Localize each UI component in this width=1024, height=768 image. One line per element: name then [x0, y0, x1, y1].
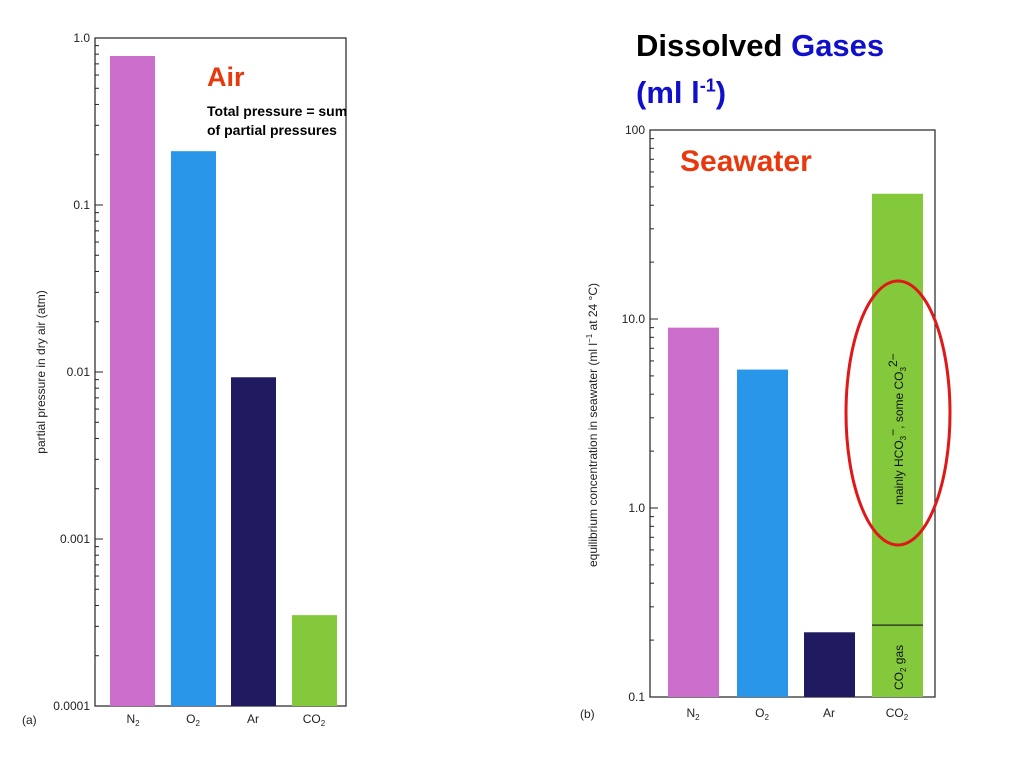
air-subtitle-line2: of partial pressures	[207, 122, 337, 138]
co2-gas-annotation: CO2 gas	[892, 645, 908, 690]
air-y-axis-ticks: 1.0 0.1 0.01 0.001 0.0001	[53, 31, 103, 713]
air-y-axis-label: partial pressure in dry air (atm)	[34, 290, 48, 453]
air-bars	[110, 56, 337, 706]
y-tick-label: 1.0	[73, 31, 90, 45]
bar-n2	[110, 56, 155, 706]
air-x-label-ar: Ar	[247, 712, 259, 726]
seawater-y-axis-label: equilibrium concentration in seawater (m…	[585, 283, 600, 567]
seawater-chart: 100 10.0 1.0 0.1 mainly HCO3−, some CO32− C…	[580, 123, 952, 722]
seawater-x-labels: N2 O2 Ar CO2	[686, 706, 908, 722]
y-tick-label: 0.1	[73, 198, 90, 212]
seawater-x-label-o2: O2	[755, 706, 769, 722]
title-word-dissolved: Dissolved	[636, 28, 783, 63]
slide-title: Dissolved Gases (ml l-1)	[636, 26, 884, 113]
air-label: Air	[207, 62, 245, 92]
bar-n2	[668, 327, 719, 697]
seawater-x-label-n2: N2	[686, 706, 700, 722]
seawater-label: Seawater	[680, 145, 812, 178]
air-x-label-n2: N2	[126, 712, 140, 728]
y-tick-label: 1.0	[628, 501, 645, 515]
y-tick-label: 0.01	[67, 365, 91, 379]
y-tick-label: 10.0	[622, 312, 646, 326]
annotation-ellipse	[844, 279, 952, 547]
title-unit: (ml l-1)	[636, 75, 727, 111]
bar-ar	[804, 632, 855, 697]
seawater-panel-label: (b)	[580, 707, 595, 721]
bar-ar	[231, 377, 276, 706]
seawater-chart-frame	[649, 129, 936, 698]
y-tick-label: 0.001	[60, 532, 90, 546]
bar-co2	[292, 615, 337, 706]
air-x-label-o2: O2	[186, 712, 200, 728]
co2-bicarbonate-annotation: mainly HCO3−, some CO32−	[886, 353, 908, 505]
air-subtitle: Total pressure = sum of partial pressure…	[207, 102, 347, 140]
y-tick-label: 100	[625, 123, 645, 137]
bar-o2	[171, 151, 216, 706]
air-chart: 1.0 0.1 0.01 0.001 0.0001 N2 O2 Ar CO2 (a) p…	[22, 31, 347, 728]
y-tick-label: 0.1	[628, 690, 645, 704]
bar-o2	[737, 369, 788, 697]
seawater-bars	[668, 193, 923, 697]
seawater-y-axis-ticks: 100 10.0 1.0 0.1	[622, 123, 658, 704]
air-x-labels: N2 O2 Ar CO2	[126, 712, 325, 728]
y-tick-label: 0.0001	[53, 699, 90, 713]
air-x-label-co2: CO2	[303, 712, 326, 728]
air-subtitle-line1: Total pressure = sum	[207, 103, 348, 119]
bar-co2	[872, 193, 923, 697]
seawater-x-label-ar: Ar	[823, 706, 835, 720]
seawater-x-label-co2: CO2	[886, 706, 909, 722]
air-panel-label: (a)	[22, 713, 37, 727]
title-word-gases: Gases	[791, 28, 885, 63]
